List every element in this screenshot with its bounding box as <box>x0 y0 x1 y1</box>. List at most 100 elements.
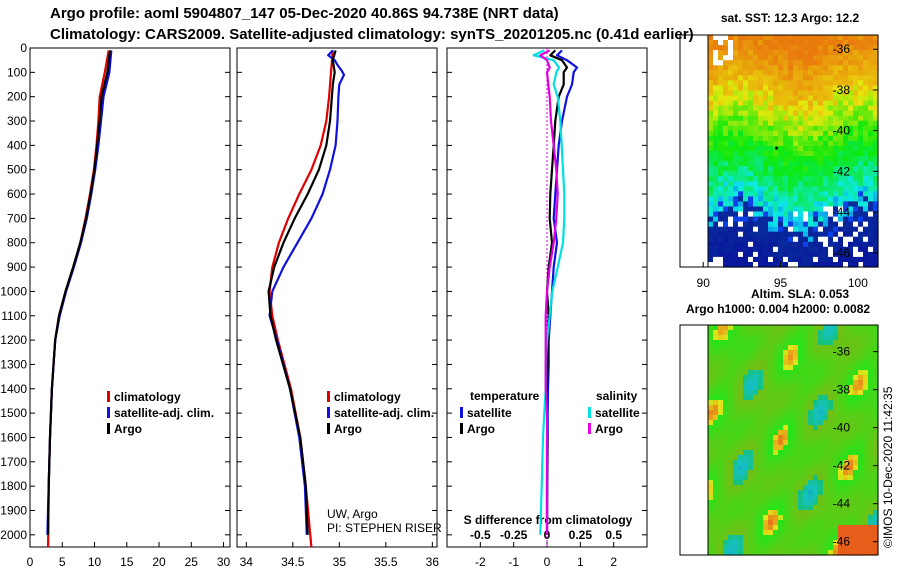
sst-map-cell <box>858 221 864 228</box>
sst-map-cell <box>853 176 859 182</box>
sst-map-cell <box>768 75 774 81</box>
sst-map-cell <box>863 256 869 263</box>
sla-map-cell <box>828 345 834 351</box>
sla-map-cell <box>868 440 874 446</box>
sst-map-cell <box>723 216 729 223</box>
sst-map-cell <box>848 95 854 102</box>
sla-map-cell <box>748 500 754 506</box>
sst-map-cell <box>718 241 724 248</box>
sst-x-tick-label: 95 <box>774 276 788 290</box>
sla-map-cell <box>773 455 779 461</box>
sla-map-cell <box>828 425 834 431</box>
sst-map-cell <box>743 105 749 112</box>
sla-map-cell <box>848 355 854 361</box>
sst-map-cell <box>768 105 774 112</box>
sst-map-cell <box>738 186 744 192</box>
sla-map-cell <box>713 470 719 476</box>
sla-map-cell <box>753 370 759 376</box>
sla-map-cell <box>873 340 879 346</box>
sst-map-cell <box>728 55 734 61</box>
sla-map-cell <box>798 455 804 461</box>
sst-map-cell <box>793 85 799 91</box>
sla-map-cell <box>708 540 714 546</box>
sla-map-cell <box>853 360 859 366</box>
sst-map-cell <box>713 45 719 51</box>
sla-map-cell <box>733 350 739 356</box>
sla-map-cell <box>783 380 789 386</box>
depth-tick-label: 100 <box>7 65 27 79</box>
sla-map-cell <box>793 420 799 426</box>
sst-map-cell <box>728 191 734 197</box>
sla-map-cell <box>828 340 834 346</box>
diff-x-tick-label: -1 <box>508 555 519 569</box>
sst-map-cell <box>833 146 839 152</box>
sla-map-cell <box>718 335 724 341</box>
sst-map-cell <box>808 231 814 238</box>
sla-map-cell <box>853 450 859 456</box>
sla-map-cell <box>803 370 809 376</box>
sst-map-cell <box>818 80 824 86</box>
sla-map-cell <box>853 470 859 476</box>
sst-map-cell <box>793 176 799 182</box>
sla-map-cell <box>793 500 799 506</box>
sla-map-cell <box>718 420 724 426</box>
sla-map-cell <box>858 540 864 546</box>
sst-map-cell <box>713 50 719 56</box>
sst-map-cell <box>873 246 879 253</box>
sst-map-cell <box>808 166 814 172</box>
sla-map-cell <box>718 380 724 386</box>
sla-map-cell <box>783 440 789 446</box>
temp-legend-swatch <box>107 407 110 418</box>
sla-map-cell <box>863 475 869 481</box>
sst-map-cell <box>808 226 814 233</box>
sla-map-cell <box>753 550 759 556</box>
sst-map-cell <box>843 236 849 243</box>
sla-map-cell <box>813 370 819 376</box>
sst-map-cell <box>783 256 789 263</box>
sla-map-cell <box>773 330 779 336</box>
sst-map-cell <box>758 70 764 76</box>
sst-map-cell <box>778 241 784 248</box>
sla-map-cell <box>868 380 874 386</box>
sla-map-cell <box>708 505 714 511</box>
sla-map-cell <box>863 340 869 346</box>
sla-map-cell <box>868 420 874 426</box>
sst-map-cell <box>833 105 839 112</box>
sla-map-cell <box>718 485 724 491</box>
sla-map-cell <box>838 400 844 406</box>
sst-map-cell <box>718 166 724 172</box>
sla-map-cell <box>843 405 849 411</box>
sla-map-cell <box>788 405 794 411</box>
sla-map-cell <box>783 415 789 421</box>
sst-map-cell <box>863 262 869 268</box>
sst-map-cell <box>863 206 869 213</box>
sst-map-cell <box>778 216 784 223</box>
sst-map-cell <box>843 135 849 142</box>
sst-map-cell <box>848 181 854 187</box>
sla-map-cell <box>813 335 819 341</box>
sla-map-cell <box>758 500 764 506</box>
sst-map-cell <box>713 176 719 182</box>
sla-map-cell <box>848 420 854 426</box>
sla-map-cell <box>718 505 724 511</box>
sla-map-cell <box>838 430 844 436</box>
sst-map-cell <box>828 186 834 192</box>
sla-map-cell <box>853 370 859 376</box>
sla-map-cell <box>813 330 819 336</box>
sst-map-cell <box>868 256 874 263</box>
sst-map-cell <box>858 110 864 117</box>
sla-map-cell <box>733 455 739 461</box>
sst-map-cell <box>833 231 839 238</box>
sla-map-cell <box>728 425 734 431</box>
sst-map-cell <box>758 206 764 213</box>
sst-map-cell <box>828 130 834 137</box>
sla-map-cell <box>733 480 739 486</box>
sst-map-cell <box>858 241 864 248</box>
depth-tick-label: 500 <box>7 163 27 177</box>
sst-map-cell <box>793 135 799 142</box>
sla-map-cell <box>838 475 844 481</box>
sst-map-cell <box>868 90 874 97</box>
sst-map-cell <box>718 130 724 137</box>
sla-map-cell <box>803 415 809 421</box>
sst-map-cell <box>763 35 769 41</box>
